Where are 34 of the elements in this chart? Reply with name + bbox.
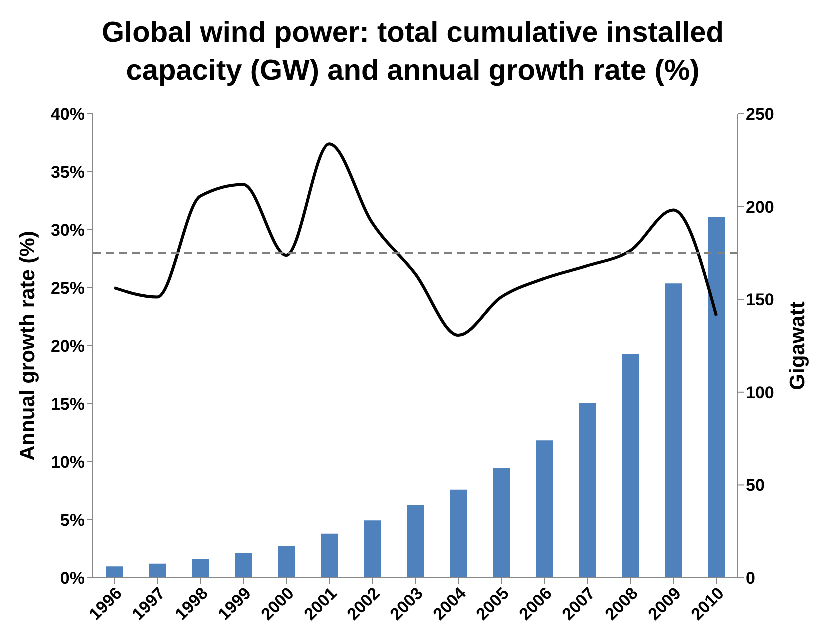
y2-tick-label: 0 [746,569,756,588]
bar [364,520,381,578]
bar [278,546,295,578]
y-tick-label: 25% [50,279,85,298]
y-tick-label: 20% [50,337,85,356]
bar [321,534,338,578]
y-tick-label: 35% [50,163,85,182]
y2-tick-label: 100 [746,383,774,402]
bar [536,440,553,578]
bar [450,490,467,578]
bar [106,566,123,578]
y-tick-label: 5% [60,511,85,530]
y2-tick-label: 200 [746,198,774,217]
y-tick-label: 30% [50,221,85,240]
y-tick-label: 15% [50,395,85,414]
y2-axis-title: Gigawatt [786,302,810,390]
chart-title: Global wind power: total cumulative installed capacity (GW) and annual growth rate (%) [101,16,725,89]
y-axis-title: Annual growth rate (%) [16,231,40,461]
y2-tick-label: 250 [746,105,774,124]
bar [235,552,252,578]
y-tick-label: 10% [50,453,85,472]
y2-tick-label: 150 [746,290,774,310]
bar [665,284,682,578]
bar [579,404,596,578]
bar [192,559,209,578]
bar [708,217,725,578]
bar [407,505,424,578]
y-tick-label: 0% [60,569,85,588]
bar [149,564,166,578]
bar [493,468,510,578]
line-series [113,142,718,338]
bar [622,354,639,578]
y-tick-label: 40% [50,105,85,124]
y2-tick-label: 50 [746,476,765,496]
